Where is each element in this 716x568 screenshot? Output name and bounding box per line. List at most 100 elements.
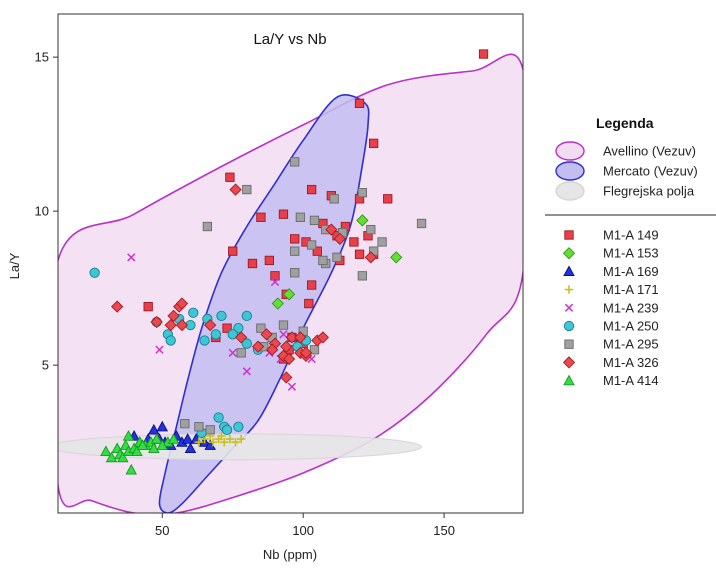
data-point bbox=[329, 194, 339, 204]
data-point bbox=[105, 451, 118, 463]
data-point bbox=[231, 437, 240, 447]
legend-label-m1-a-171: M1-A 171 bbox=[603, 282, 659, 297]
data-point bbox=[383, 194, 393, 204]
data-point bbox=[111, 300, 124, 313]
data-point bbox=[364, 251, 377, 264]
y-tick-label: 10 bbox=[35, 204, 49, 219]
legend-marker-m1-a-239 bbox=[564, 303, 574, 312]
data-point bbox=[312, 246, 322, 256]
data-point bbox=[285, 331, 299, 344]
data-point bbox=[127, 253, 136, 262]
data-point bbox=[199, 335, 210, 346]
data-point bbox=[333, 232, 346, 245]
data-point bbox=[100, 445, 112, 457]
series-m1-a-239 bbox=[127, 253, 316, 391]
y-axis-label: La/Y bbox=[7, 252, 22, 279]
data-point bbox=[236, 434, 246, 444]
data-point bbox=[271, 297, 284, 310]
data-point bbox=[416, 218, 427, 229]
series-m1-a-153 bbox=[271, 214, 403, 310]
x-tick-label: 50 bbox=[155, 523, 169, 538]
data-point bbox=[278, 209, 289, 219]
data-point bbox=[270, 271, 280, 281]
data-point bbox=[167, 309, 180, 323]
data-point bbox=[143, 301, 153, 312]
data-point bbox=[356, 214, 369, 227]
data-point bbox=[309, 215, 320, 226]
legend-marker-m1-a-169 bbox=[563, 265, 575, 277]
data-point bbox=[242, 184, 252, 195]
legend-label-m1-a-153: M1-A 153 bbox=[603, 246, 659, 261]
legend-label-mercato-vezuv: Mercato (Vezuv) bbox=[603, 164, 698, 179]
data-point bbox=[205, 425, 215, 435]
data-point bbox=[188, 307, 199, 318]
y-tick-label: 5 bbox=[42, 358, 49, 373]
series-m1-a-250 bbox=[89, 267, 312, 439]
data-point bbox=[235, 331, 248, 344]
legend-marker-m1-a-326 bbox=[562, 356, 576, 369]
data-point bbox=[264, 255, 275, 266]
legend-label-m1-a-149: M1-A 149 bbox=[603, 228, 659, 243]
legend-marker-m1-a-295 bbox=[564, 339, 574, 349]
data-point bbox=[217, 431, 226, 441]
legend-marker-m1-a-153 bbox=[562, 247, 576, 260]
legend-label-m1-a-295: M1-A 295 bbox=[603, 337, 659, 352]
data-point bbox=[148, 442, 160, 453]
data-point bbox=[316, 331, 330, 344]
data-point bbox=[270, 277, 280, 287]
data-point bbox=[225, 172, 235, 182]
data-point bbox=[256, 323, 266, 333]
legend-marker-m1-a-414 bbox=[563, 374, 575, 386]
data-point bbox=[194, 437, 204, 447]
y-tick-label: 15 bbox=[35, 50, 49, 65]
data-point bbox=[204, 318, 217, 332]
data-point bbox=[478, 49, 489, 59]
data-point bbox=[290, 234, 300, 244]
data-point bbox=[117, 451, 129, 463]
legend-marker-m1-a-149 bbox=[564, 230, 574, 240]
data-point bbox=[247, 258, 258, 269]
data-point bbox=[202, 221, 213, 232]
series-m1-a-295 bbox=[180, 157, 427, 435]
data-point bbox=[156, 439, 169, 450]
data-point bbox=[122, 430, 135, 441]
data-point bbox=[221, 424, 233, 435]
data-point bbox=[354, 98, 365, 108]
data-point bbox=[175, 297, 189, 310]
data-point bbox=[304, 298, 314, 309]
points-layer bbox=[89, 49, 489, 475]
legend-title: Legenda bbox=[596, 115, 654, 131]
legend-label-avellino-vezuv: Avellino (Vezuv) bbox=[603, 144, 696, 159]
series-m1-a-414 bbox=[100, 430, 180, 475]
data-point bbox=[279, 330, 288, 339]
data-point bbox=[181, 433, 194, 444]
data-point bbox=[377, 237, 387, 247]
data-point bbox=[332, 252, 342, 262]
data-point bbox=[156, 420, 169, 432]
data-point bbox=[125, 463, 138, 475]
x-tick-label: 150 bbox=[433, 523, 455, 538]
legend: Legenda Avellino (Vezuv) Mercato (Vezuv) F… bbox=[545, 115, 716, 388]
legend-series: M1-A 149 M1-A 153 M1-A 169 M1-A 171 M1-A 239… bbox=[562, 228, 659, 388]
data-point bbox=[150, 315, 163, 329]
data-point bbox=[266, 343, 279, 356]
plot-frame bbox=[57, 13, 524, 514]
data-point bbox=[354, 249, 365, 259]
data-point bbox=[390, 251, 403, 264]
data-point bbox=[233, 421, 244, 432]
data-point bbox=[241, 338, 252, 349]
legend-label-m1-a-169: M1-A 169 bbox=[603, 264, 659, 279]
data-point bbox=[251, 340, 265, 353]
legend-label-flegrejska-polja: Flegrejska polja bbox=[603, 184, 695, 199]
series-m1-a-326 bbox=[111, 183, 377, 384]
data-point bbox=[150, 433, 163, 444]
data-point bbox=[260, 328, 273, 341]
x-axis-label: Nb (ppm) bbox=[263, 547, 317, 562]
data-point bbox=[208, 437, 218, 447]
legend-label-m1-a-414: M1-A 414 bbox=[603, 373, 659, 388]
data-point bbox=[256, 212, 266, 222]
data-point bbox=[282, 352, 296, 366]
data-point bbox=[287, 382, 297, 391]
legend-swatch-flegrejska-polja bbox=[555, 181, 585, 201]
